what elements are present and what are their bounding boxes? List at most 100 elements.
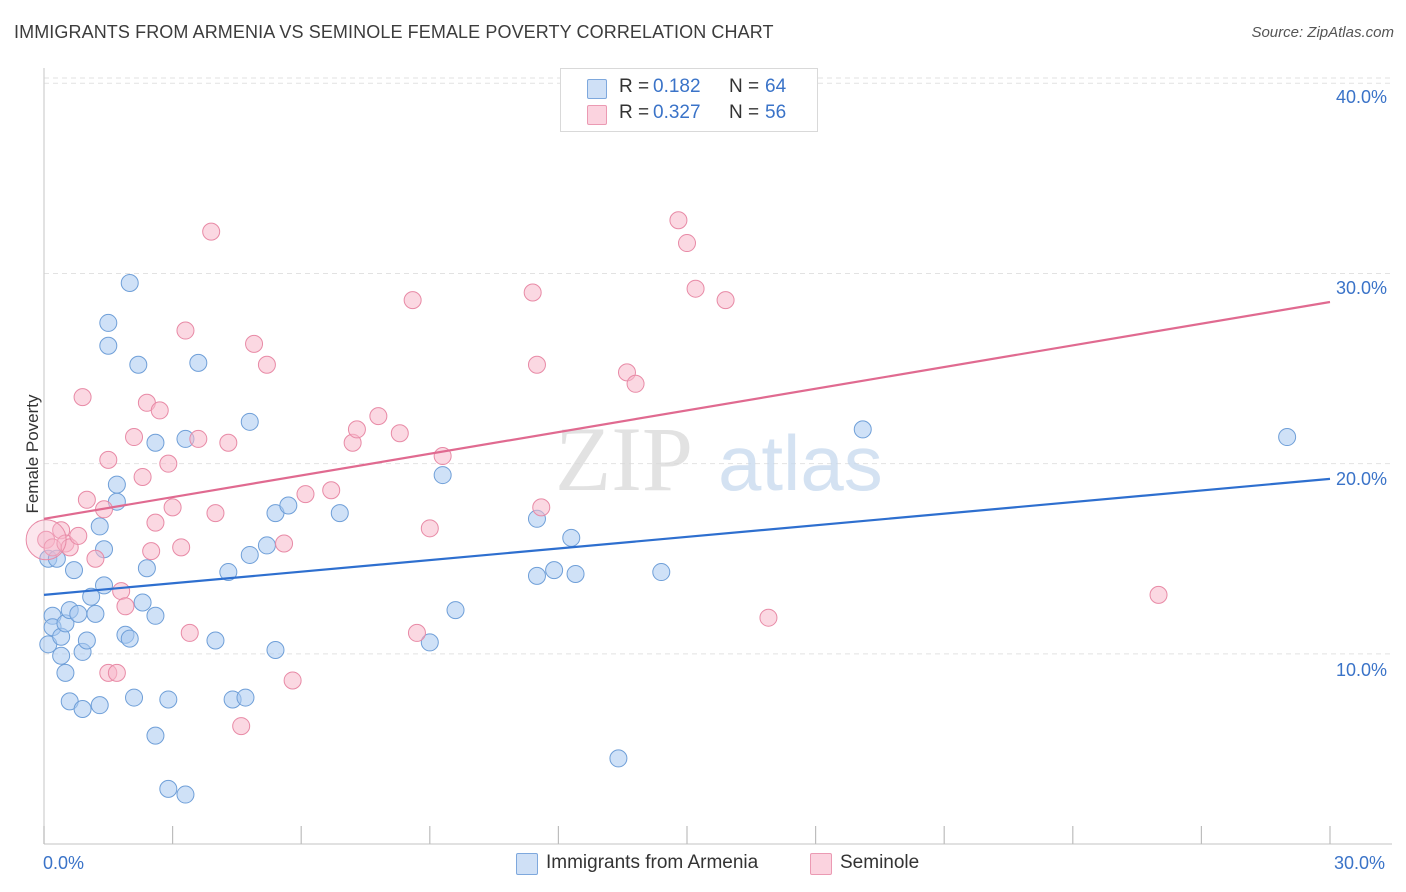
- data-point: [279, 496, 298, 515]
- data-point: [527, 566, 546, 585]
- trend-line-0: [43, 477, 1331, 596]
- axes: [43, 68, 1392, 845]
- legend-r-value: 0.327: [653, 102, 701, 123]
- data-point: [420, 633, 439, 652]
- data-point: [133, 593, 152, 612]
- data-point: [142, 542, 161, 561]
- data-point: [206, 631, 225, 650]
- data-point: [137, 559, 156, 578]
- data-point: [219, 433, 238, 452]
- data-point: [759, 608, 778, 627]
- data-point: [527, 355, 546, 374]
- data-point: [390, 424, 409, 443]
- data-point: [1278, 428, 1297, 447]
- data-point: [433, 466, 452, 485]
- data-point: [77, 631, 96, 650]
- data-point: [176, 785, 195, 804]
- legend-n-value: 64: [765, 76, 787, 97]
- data-point: [73, 388, 92, 407]
- data-point: [1149, 585, 1168, 604]
- data-point: [69, 526, 88, 545]
- data-point: [545, 561, 564, 580]
- trend-lines: [43, 300, 1331, 596]
- data-point: [446, 601, 465, 620]
- data-point: [403, 291, 422, 310]
- data-point: [99, 313, 118, 332]
- data-point: [90, 696, 109, 715]
- watermark-zip: ZIP: [555, 408, 693, 510]
- legend-r-label: R =: [619, 76, 650, 97]
- y-tick-10: 10.0%: [1336, 660, 1388, 680]
- legend-swatch-armenia: [587, 79, 607, 99]
- data-point: [125, 428, 144, 447]
- trend-line-1: [43, 300, 1331, 520]
- data-point: [219, 563, 238, 582]
- y-tick-20: 20.0%: [1336, 469, 1388, 489]
- bottom-legend-swatch-armenia: [516, 853, 538, 875]
- series-armenia-points: [39, 273, 1297, 804]
- data-point: [245, 334, 264, 353]
- data-point: [669, 211, 688, 230]
- data-point: [523, 283, 542, 302]
- data-point: [107, 663, 126, 682]
- data-point: [120, 273, 139, 292]
- legend-swatch-seminole: [587, 105, 607, 125]
- data-point: [716, 291, 735, 310]
- data-point: [275, 534, 294, 553]
- data-point: [86, 604, 105, 623]
- data-point: [240, 412, 259, 431]
- data-point: [107, 475, 126, 494]
- bottom-legend-label-seminole: Seminole: [840, 852, 920, 873]
- y-tick-30: 30.0%: [1336, 278, 1388, 298]
- data-point: [532, 498, 551, 517]
- data-point: [266, 641, 285, 660]
- data-point: [146, 513, 165, 532]
- data-point: [163, 498, 182, 517]
- data-point: [99, 450, 118, 469]
- data-point: [82, 587, 101, 606]
- data-point: [686, 279, 705, 298]
- data-point: [65, 561, 84, 580]
- correlation-legend: R = 0.182 N = 64 R = 0.327 N = 56: [560, 68, 818, 132]
- data-point: [566, 564, 585, 583]
- data-point: [257, 355, 276, 374]
- data-point: [257, 536, 276, 555]
- data-point: [206, 504, 225, 523]
- data-point: [202, 222, 221, 241]
- gridlines: [44, 77, 1392, 655]
- data-point: [69, 604, 88, 623]
- legend-n-value: 56: [765, 102, 787, 123]
- data-point: [240, 545, 259, 564]
- legend-r-label: R =: [619, 102, 650, 123]
- data-point: [159, 690, 178, 709]
- x-tick-min: 0.0%: [43, 853, 85, 873]
- data-point: [180, 623, 199, 642]
- data-point: [125, 688, 144, 707]
- data-point: [296, 485, 315, 504]
- data-point: [347, 420, 366, 439]
- data-point: [609, 749, 628, 768]
- data-point-large: [25, 519, 67, 561]
- data-point: [678, 234, 696, 253]
- y-axis-label: Female Poverty: [23, 394, 42, 514]
- legend-n-label: N =: [729, 76, 760, 97]
- bottom-legend-swatch-seminole: [810, 853, 832, 875]
- data-point: [172, 538, 191, 557]
- data-point: [232, 717, 251, 736]
- data-point: [146, 726, 165, 745]
- bottom-legend-label-armenia: Immigrants from Armenia: [546, 852, 759, 873]
- data-point: [159, 779, 178, 798]
- series-seminole-points: [25, 211, 1168, 736]
- x-tick-max: 30.0%: [1334, 853, 1386, 873]
- data-point: [52, 646, 71, 665]
- data-point: [330, 504, 349, 523]
- data-point: [626, 374, 645, 393]
- data-point: [189, 353, 208, 372]
- data-point: [99, 336, 118, 355]
- source-label: Source: ZipAtlas.com: [1251, 24, 1394, 41]
- legend-r-value: 0.182: [653, 76, 701, 97]
- data-point: [150, 401, 169, 420]
- legend-n-label: N =: [729, 102, 760, 123]
- data-point: [95, 576, 114, 595]
